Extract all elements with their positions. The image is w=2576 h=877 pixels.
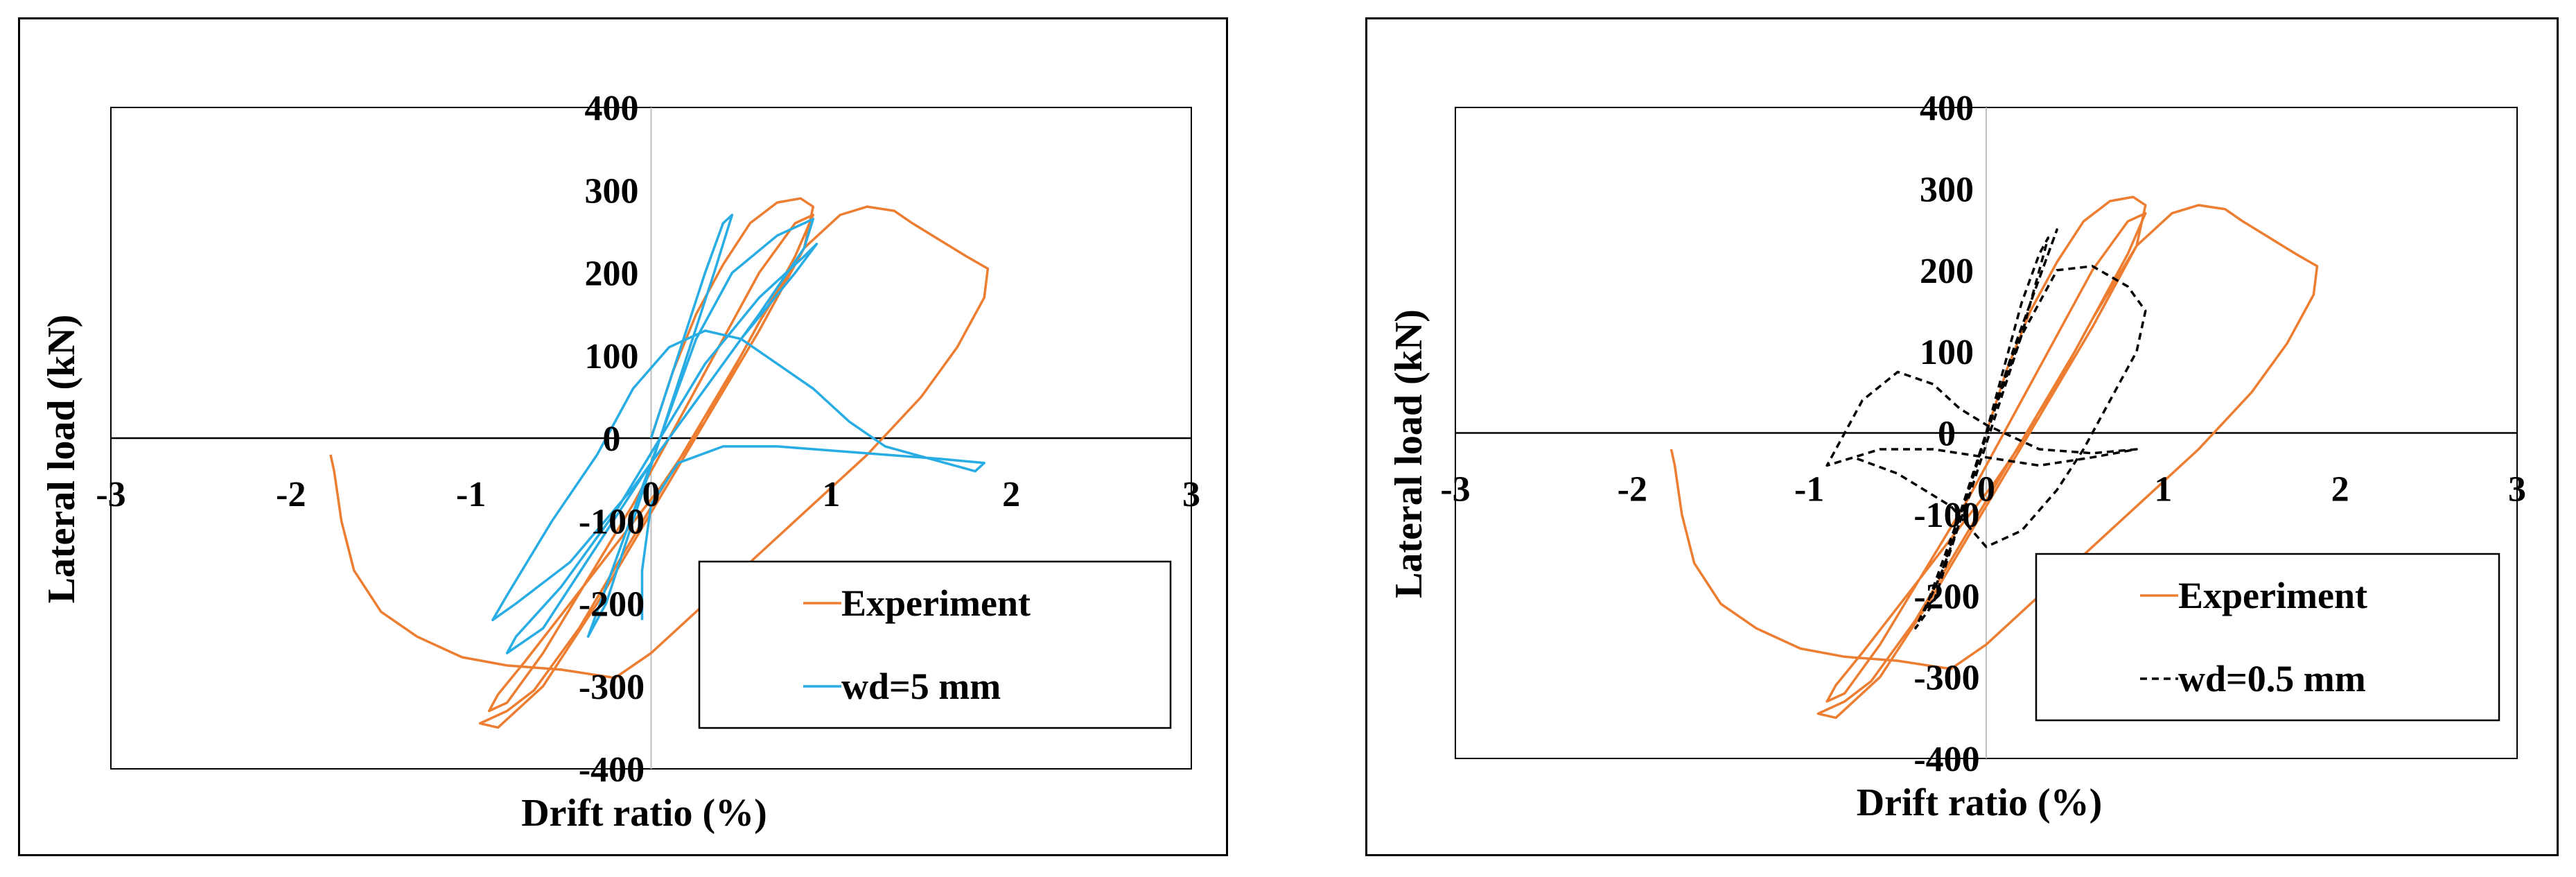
series-line-0 xyxy=(1670,196,2319,720)
chart-panel-right: -3 -2 -1 0 1 2 3 -400 -300 -200 -100 0 100 200 300 400 D… xyxy=(1365,17,2559,856)
y-tick-label: 100 xyxy=(1920,333,1974,372)
x-tick-label: -1 xyxy=(1794,470,1824,510)
y-tick-label: 0 xyxy=(603,419,621,459)
y-axis-title: Lateral load (kN) xyxy=(1387,309,1430,598)
x-tick-label: -3 xyxy=(96,475,125,514)
legend-label-1: wd=0.5 mm xyxy=(2178,658,2366,700)
legend-label-0: Experiment xyxy=(2178,575,2367,616)
y-tick-label: -100 xyxy=(579,502,645,541)
x-tick-label: -2 xyxy=(1618,470,1647,510)
y-tick-label: 200 xyxy=(1920,252,1974,291)
y-tick-label: -200 xyxy=(579,585,645,625)
legend-box xyxy=(2035,553,2500,722)
y-tick-label: 100 xyxy=(585,337,639,376)
legend-box xyxy=(698,560,1172,729)
chart-right: -3 -2 -1 0 1 2 3-400-300-200-1000100200300400D… xyxy=(1387,89,2526,824)
x-tick-label: 2 xyxy=(1002,475,1020,514)
chart-left: -3 -2 -1 0 1 2 3-400-300-200-1000100200300400D… xyxy=(40,89,1200,835)
y-tick-label: 400 xyxy=(1920,89,1974,128)
x-axis-title: Drift ratio (%) xyxy=(521,792,767,835)
y-tick-label: -200 xyxy=(1913,577,1979,616)
x-tick-label: 1 xyxy=(822,475,840,514)
y-tick-label: -300 xyxy=(579,668,645,707)
x-tick-label: 1 xyxy=(2154,470,2172,510)
legend-label-1: wd=5 mm xyxy=(841,666,1001,707)
y-tick-label: 400 xyxy=(585,89,639,128)
y-axis-title: Lateral load (kN) xyxy=(40,315,83,604)
x-axis-title: Drift ratio (%) xyxy=(1857,781,2103,824)
y-tick-label: 300 xyxy=(585,171,639,211)
chart-panel-left: -3 -2 -1 0 1 2 3 -400 -300 -200 -100 0 100 200 300 400 D… xyxy=(18,17,1228,856)
x-tick-label: 2 xyxy=(2331,470,2349,510)
x-tick-label: 3 xyxy=(2508,470,2526,510)
y-tick-label: 0 xyxy=(1938,415,1956,454)
y-tick-label: 200 xyxy=(585,254,639,294)
legend-label-0: Experiment xyxy=(841,582,1031,624)
series-line-1 xyxy=(1825,228,2147,629)
y-tick-label: -300 xyxy=(1913,659,1979,698)
y-tick-label: -400 xyxy=(1913,740,1979,779)
x-tick-label: 0 xyxy=(1977,470,1995,510)
y-tick-label: -100 xyxy=(1913,496,1979,535)
x-tick-label: 3 xyxy=(1182,475,1200,514)
x-tick-label: -2 xyxy=(276,475,306,514)
series-line-0 xyxy=(329,197,990,729)
x-tick-label: -3 xyxy=(1440,470,1470,510)
x-tick-label: -1 xyxy=(456,475,486,514)
y-tick-label: -400 xyxy=(579,750,645,790)
series-line-1 xyxy=(491,214,985,654)
x-tick-label: 0 xyxy=(642,475,660,514)
y-tick-label: 300 xyxy=(1920,170,1974,209)
